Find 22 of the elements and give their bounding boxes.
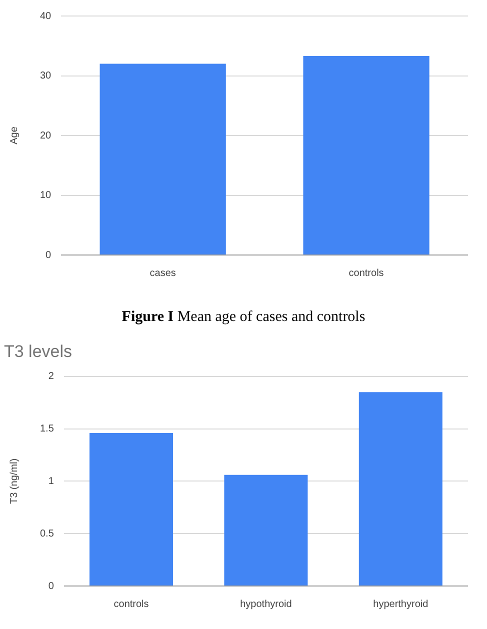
x-tick-label: hyperthyroid	[373, 598, 428, 610]
y-tick-label: 0	[48, 580, 54, 592]
bar	[358, 392, 442, 586]
y-tick-label: 30	[40, 70, 52, 82]
x-tick-label: controls	[114, 598, 149, 610]
bar	[224, 474, 308, 586]
y-tick-label: 20	[40, 130, 52, 142]
y-tick-label: 0	[46, 250, 52, 261]
x-tick-label: cases	[150, 268, 176, 279]
y-tick-label: 10	[40, 190, 52, 201]
chart-title: T3 levels	[4, 342, 72, 361]
bar	[89, 432, 174, 586]
y-axis-title: T3 (ng/ml)	[8, 458, 20, 504]
y-tick-label: 2	[48, 371, 54, 382]
y-tick-label: 0.5	[40, 528, 54, 540]
y-axis-title: Age	[8, 126, 20, 144]
x-tick-label: controls	[348, 268, 384, 279]
y-tick-label: 40	[40, 10, 52, 22]
y-tick-label: 1	[48, 476, 54, 487]
text: Figure I Mean age of cases and controls	[122, 309, 366, 325]
x-tick-label: hypothyroid	[240, 598, 292, 610]
y-tick-label: 1.5	[40, 424, 54, 435]
